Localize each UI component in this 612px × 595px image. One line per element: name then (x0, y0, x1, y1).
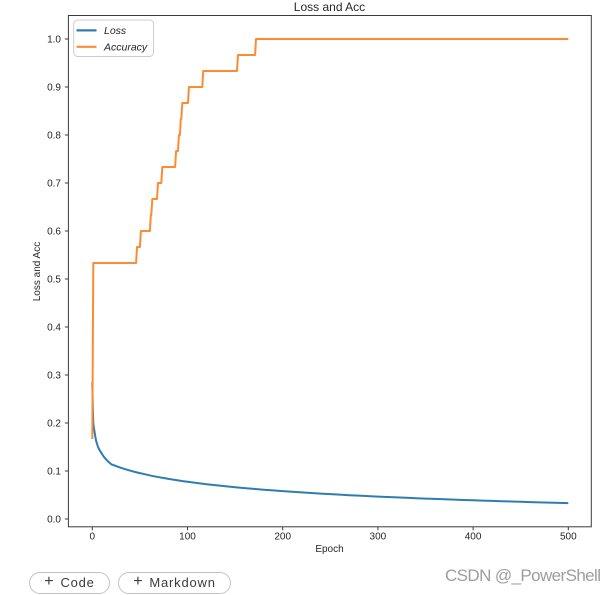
svg-text:0: 0 (90, 532, 96, 543)
svg-text:0.3: 0.3 (47, 371, 61, 382)
svg-text:Accuracy: Accuracy (103, 41, 148, 53)
svg-text:0.5: 0.5 (47, 275, 61, 286)
svg-text:Epoch: Epoch (315, 544, 343, 555)
svg-text:0.4: 0.4 (47, 323, 61, 334)
svg-text:0.1: 0.1 (47, 467, 61, 478)
svg-text:100: 100 (179, 532, 196, 543)
svg-text:Loss: Loss (104, 25, 127, 37)
svg-text:0.0: 0.0 (47, 515, 61, 526)
svg-text:0.7: 0.7 (47, 179, 61, 190)
svg-text:1.0: 1.0 (47, 35, 61, 46)
svg-text:Loss and Acc: Loss and Acc (32, 242, 43, 301)
svg-text:200: 200 (274, 532, 291, 543)
svg-text:300: 300 (370, 532, 387, 543)
svg-text:0.8: 0.8 (47, 131, 61, 142)
svg-text:0.6: 0.6 (47, 227, 61, 238)
svg-text:0.2: 0.2 (47, 419, 61, 430)
svg-text:0.9: 0.9 (47, 83, 61, 94)
svg-text:400: 400 (465, 532, 482, 543)
svg-text:500: 500 (560, 532, 577, 543)
svg-text:Loss and Acc: Loss and Acc (294, 0, 365, 14)
